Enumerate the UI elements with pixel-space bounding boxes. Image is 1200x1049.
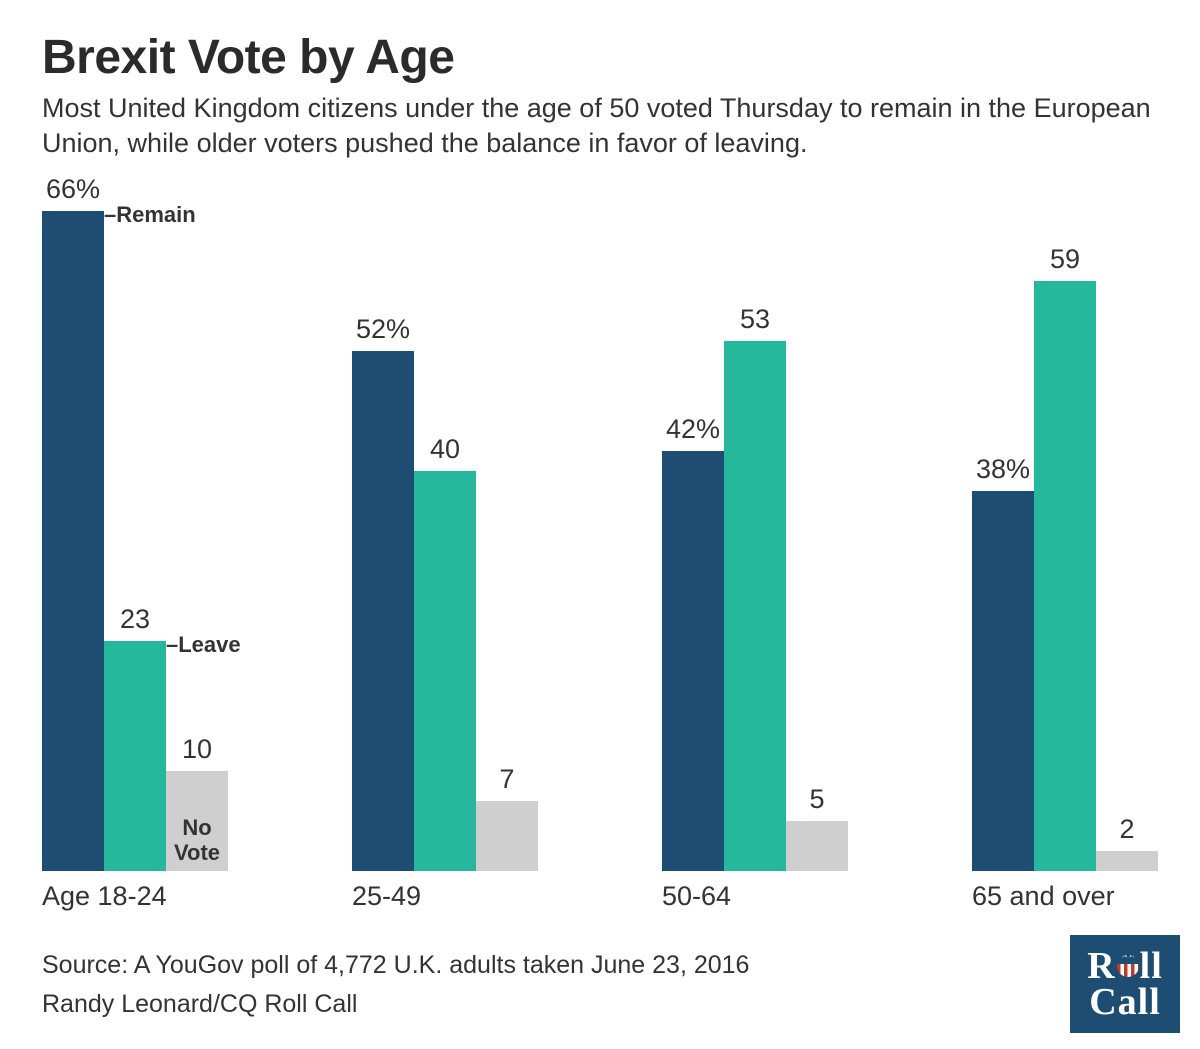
bar-value-label: 38%	[976, 454, 1030, 485]
bar-remain: 38%	[972, 171, 1034, 871]
bar-value-label: 7	[499, 764, 514, 795]
bar	[414, 471, 476, 871]
bar	[1096, 851, 1158, 871]
logo-line2: Call	[1089, 984, 1161, 1020]
bar-leave: 59	[1034, 171, 1096, 871]
bar	[972, 491, 1034, 871]
chart-plot-area: 66%–Remain23–Leave 10 NoVote 52% 40 7 42% 53 5 38…	[42, 171, 1158, 871]
bar-value-label: 10	[182, 734, 212, 765]
bar-value-label: 52%	[356, 314, 410, 345]
rollcall-logo: R ll Call	[1070, 935, 1180, 1033]
bar-value-label: 42%	[666, 414, 720, 445]
bar-group: 52% 40 7	[352, 171, 538, 871]
bar-remain: 42%	[662, 171, 724, 871]
bar-group: 42% 53 5	[662, 171, 848, 871]
bar-value-label: 53	[740, 304, 770, 335]
bar-remain: 66%–Remain	[42, 171, 104, 871]
source-attribution: Source: A YouGov poll of 4,772 U.K. adul…	[42, 946, 1158, 1024]
bar-no_vote: 10 NoVote	[166, 171, 228, 871]
series-label-no_vote: NoVote	[174, 815, 220, 866]
flag-icon	[1117, 955, 1139, 977]
bar	[476, 801, 538, 871]
bar	[1034, 281, 1096, 871]
bar-leave: 23–Leave	[104, 171, 166, 871]
source-line: Source: A YouGov poll of 4,772 U.K. adul…	[42, 946, 1158, 985]
byline: Randy Leonard/CQ Roll Call	[42, 985, 1158, 1024]
bar-value-label: 23	[120, 604, 150, 635]
bar-leave: 53	[724, 171, 786, 871]
bar-leave: 40	[414, 171, 476, 871]
chart-container: Brexit Vote by Age Most United Kingdom c…	[0, 0, 1200, 1049]
bar-value-label: 59	[1050, 244, 1080, 275]
category-label: 25-49	[352, 881, 538, 912]
bar-value-label: 2	[1119, 814, 1134, 845]
bar-value-label: 5	[809, 784, 824, 815]
bar	[786, 821, 848, 871]
logo-line1: R ll	[1087, 948, 1163, 984]
bar	[724, 341, 786, 871]
bar	[104, 641, 166, 871]
bar-value-label: 40	[430, 434, 460, 465]
category-label: Age 18-24	[42, 881, 228, 912]
bar	[352, 351, 414, 871]
chart-title: Brexit Vote by Age	[42, 30, 1158, 85]
bar-group: 66%–Remain23–Leave 10 NoVote	[42, 171, 228, 871]
bar	[662, 451, 724, 871]
category-label: 65 and over	[972, 881, 1158, 912]
chart-subtitle: Most United Kingdom citizens under the a…	[42, 91, 1158, 161]
bar-no_vote: 5	[786, 171, 848, 871]
bar-no_vote: 2	[1096, 171, 1158, 871]
category-label: 50-64	[662, 881, 848, 912]
bar-no_vote: 7	[476, 171, 538, 871]
bar-value-label: 66%	[46, 174, 100, 205]
bar	[42, 211, 104, 871]
bar-remain: 52%	[352, 171, 414, 871]
x-axis-labels: Age 18-24 25-49 50-64 65 and over	[42, 881, 1158, 912]
bar-group: 38% 59 2	[972, 171, 1158, 871]
